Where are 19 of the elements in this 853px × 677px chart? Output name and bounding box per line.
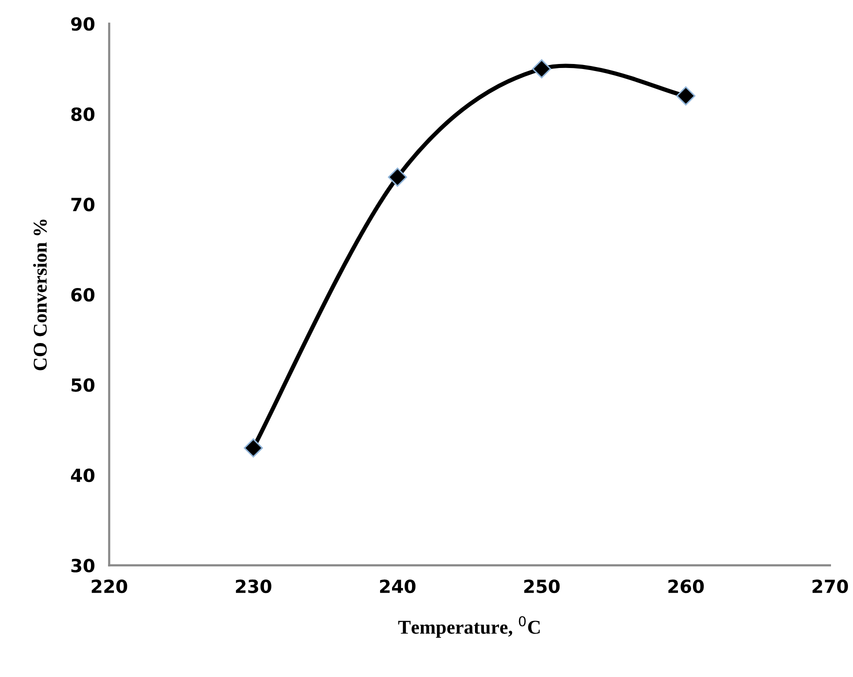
y-tick-label: 40	[70, 468, 94, 482]
y-tick-label: 80	[71, 107, 94, 122]
x-tick-label: 220	[92, 580, 128, 594]
y-tick-label: 30	[71, 558, 94, 572]
y-tick-label: 50	[72, 378, 94, 392]
point	[532, 59, 552, 78]
x-tick-label: 260	[668, 580, 704, 594]
x-tick-label: 250	[524, 580, 560, 594]
y-tick-label: 90	[71, 17, 94, 31]
y-tick-label: 70	[71, 198, 94, 212]
y-tick-label: 60	[71, 288, 94, 302]
point	[676, 86, 696, 106]
point	[388, 168, 408, 187]
x-axis-title: Temperature, $^{0}$C	[398, 616, 540, 638]
x-tick-label: 240	[380, 580, 416, 594]
y-axis-title: CO Conversion %	[33, 220, 47, 370]
x-tick-label: 230	[236, 580, 272, 594]
x-tick-label: 270	[812, 580, 848, 594]
point	[244, 438, 263, 458]
